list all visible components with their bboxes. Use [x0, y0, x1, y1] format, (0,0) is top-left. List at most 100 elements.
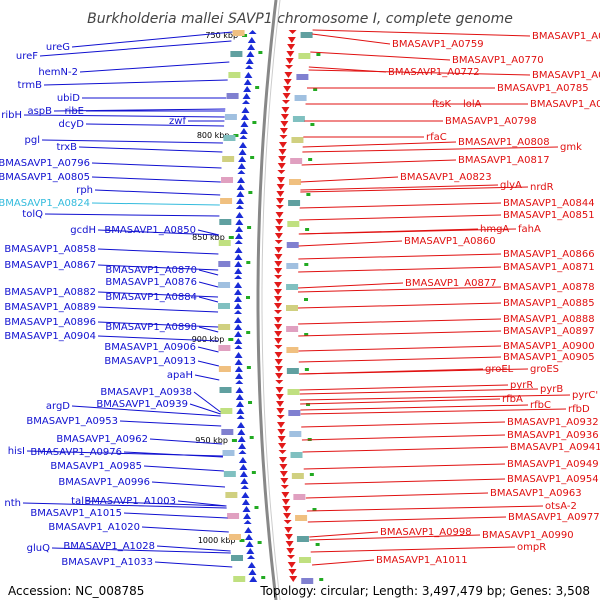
gene-label-pgl[interactable]: pgl: [25, 135, 40, 146]
gene-label-bmasavp1-a0877[interactable]: BMASAVP1_A0877: [405, 278, 497, 289]
gene-label-bmasavp1-a0878[interactable]: BMASAVP1_A0878: [503, 282, 595, 293]
gene-label-ubid[interactable]: ubiD: [57, 93, 80, 104]
gene-label-bmasavp1-a0906[interactable]: BMASAVP1_A0906: [104, 342, 196, 353]
gene-label-tal[interactable]: tal: [71, 496, 84, 507]
gene-label-bmasavp1-a0851[interactable]: BMASAVP1_A0851: [503, 210, 595, 221]
gene-label-bmasavp1-a0938[interactable]: BMASAVP1_A0938: [100, 387, 192, 398]
gene-label-bmasavp1-a1033[interactable]: BMASAVP1_A1033: [61, 557, 153, 568]
gene-label-zwf[interactable]: zwf: [169, 116, 186, 127]
gene-label-bmasavp1-a0870[interactable]: BMASAVP1_A0870: [105, 265, 197, 276]
gene-label-ureg[interactable]: ureG: [46, 42, 70, 53]
gene-label-bmasavp1-a0889[interactable]: BMASAVP1_A0889: [4, 302, 96, 313]
gene-label-gcdh[interactable]: gcdH: [70, 225, 96, 236]
gene-label-pyrc[interactable]: pyrC': [572, 390, 598, 401]
gene-label-bmasavp1-a0939[interactable]: BMASAVP1_A0939: [96, 399, 188, 410]
gene-label-bmasavp1-a0824[interactable]: BMASAVP1_A0824: [0, 198, 90, 209]
gene-label-bmasavp1-a0913[interactable]: BMASAVP1_A0913: [104, 356, 196, 367]
gene-label-ribe[interactable]: ribE: [64, 106, 84, 117]
gene-label-bmasavp1-a0796[interactable]: BMASAVP1_A0796: [0, 158, 90, 169]
gene-label-rfba[interactable]: rfbA: [502, 394, 523, 405]
gene-label-bmasavp1-a0808[interactable]: BMASAVP1_A0808: [458, 137, 550, 148]
gene-label-bmasavp1-a0759[interactable]: BMASAVP1_A0759: [392, 39, 484, 50]
gene-label-bmasavp1-a0770[interactable]: BMASAVP1_A0770: [452, 55, 544, 66]
gene-label-bmasavp1-a0884[interactable]: BMASAVP1_A0884: [105, 292, 197, 303]
gene-label-bmasavp1-a0844[interactable]: BMASAVP1_A0844: [503, 198, 595, 209]
gene-label-pyrr[interactable]: pyrR: [510, 380, 533, 391]
gene-label-rfbc[interactable]: rfbC: [530, 400, 551, 411]
gene-label-tolq[interactable]: tolQ: [22, 209, 43, 220]
gene-label-nth[interactable]: nth: [4, 498, 21, 509]
gene-label-gluq[interactable]: gluQ: [27, 543, 50, 554]
gene-label-bmasavp1-a0850[interactable]: BMASAVP1_A0850: [104, 225, 196, 236]
gene-label-bmasavp1-a0941[interactable]: BMASAVP1_A0941: [510, 442, 600, 453]
gene-label-bmasavp1-a1003[interactable]: BMASAVP1_A1003: [84, 496, 176, 507]
gene-label-bmasavp1-a0765[interactable]: BMASAVP1_A0765: [532, 31, 600, 42]
gene-label-otsa-2[interactable]: otsA-2: [545, 501, 577, 512]
gene-label-bmasavp1-a0953[interactable]: BMASAVP1_A0953: [26, 416, 118, 427]
gene-label-groes[interactable]: groES: [530, 364, 559, 375]
gene-label-hisi[interactable]: hisI: [8, 446, 25, 457]
gene-label-bmasavp1-a0954[interactable]: BMASAVP1_A0954: [507, 474, 599, 485]
gene-label-bmasavp1-a0990[interactable]: BMASAVP1_A0990: [482, 530, 574, 541]
gene-label-nrdr[interactable]: nrdR: [530, 182, 554, 193]
gene-label-trxb[interactable]: trxB: [56, 142, 77, 153]
gene-label-hmga[interactable]: hmgA: [480, 224, 509, 235]
gene-label-bmasavp1-a0963[interactable]: BMASAVP1_A0963: [490, 488, 582, 499]
gene-label-bmasavp1-a0896[interactable]: BMASAVP1_A0896: [4, 317, 96, 328]
gene-label-bmasavp1-a0976[interactable]: BMASAVP1_A0976: [30, 447, 122, 458]
gene-label-bmasavp1-a0871[interactable]: BMASAVP1_A0871: [503, 262, 595, 273]
gene-label-bmasavp1-a0858[interactable]: BMASAVP1_A0858: [4, 244, 96, 255]
gene-label-hemn-2[interactable]: hemN-2: [38, 67, 78, 78]
gene-label-dcyd[interactable]: dcyD: [59, 119, 85, 130]
gene-label-ompr[interactable]: ompR: [517, 542, 546, 553]
gene-label-bmasavp1-a0798[interactable]: BMASAVP1_A0798: [445, 116, 537, 127]
gene-label-bmasavp1-a0897[interactable]: BMASAVP1_A0897: [503, 326, 595, 337]
gene-label-uref[interactable]: ureF: [16, 51, 38, 62]
gene-label-glya[interactable]: glyA: [500, 180, 522, 191]
gene-label-bmasavp1-a0898[interactable]: BMASAVP1_A0898: [105, 322, 197, 333]
gene-label-bmasavp1-a1011[interactable]: BMASAVP1_A1011: [376, 555, 468, 566]
gene-label-bmasavp1-a0985[interactable]: BMASAVP1_A0985: [50, 461, 142, 472]
gene-label-rfbd[interactable]: rfbD: [568, 404, 590, 415]
gene-label-bmasavp1-a1020[interactable]: BMASAVP1_A1020: [48, 522, 140, 533]
gene-label-bmasavp1-a0962[interactable]: BMASAVP1_A0962: [56, 434, 148, 445]
gene-label-aspb[interactable]: aspB: [27, 106, 52, 117]
gene-label-lola[interactable]: lolA: [463, 99, 482, 110]
gene-label-apah[interactable]: apaH: [167, 370, 193, 381]
gene-label-ftsk[interactable]: ftsK: [432, 99, 451, 110]
gene-label-bmasavp1-a0932[interactable]: BMASAVP1_A0932: [507, 417, 599, 428]
gene-label-bmasavp1-a0792[interactable]: BMASAVP1_A0792: [530, 99, 600, 110]
gene-label-rfac[interactable]: rfaC: [426, 132, 447, 143]
gene-label-bmasavp1-a0781[interactable]: BMASAVP1_A0781: [532, 70, 600, 81]
gene-label-bmasavp1-a0882[interactable]: BMASAVP1_A0882: [4, 287, 96, 298]
gene-label-bmasavp1-a0860[interactable]: BMASAVP1_A0860: [404, 236, 496, 247]
gene-label-groel[interactable]: groEL: [485, 364, 514, 375]
gene-label-bmasavp1-a0876[interactable]: BMASAVP1_A0876: [105, 277, 197, 288]
gene-label-argd[interactable]: argD: [46, 401, 70, 412]
gene-label-bmasavp1-a0785[interactable]: BMASAVP1_A0785: [497, 83, 589, 94]
gene-label-pyrb[interactable]: pyrB: [540, 384, 563, 395]
gene-label-bmasavp1-a0823[interactable]: BMASAVP1_A0823: [400, 172, 492, 183]
gene-label-trmb[interactable]: trmB: [18, 80, 43, 91]
gene-label-bmasavp1-a0977[interactable]: BMASAVP1_A0977: [508, 512, 600, 523]
gene-label-ribh[interactable]: ribH: [1, 110, 22, 121]
gene-label-gmk[interactable]: gmk: [560, 142, 582, 153]
gene-label-bmasavp1-a0996[interactable]: BMASAVP1_A0996: [58, 477, 150, 488]
gene-label-bmasavp1-a0888[interactable]: BMASAVP1_A0888: [503, 314, 595, 325]
gene-label-bmasavp1-a0936[interactable]: BMASAVP1_A0936: [507, 430, 599, 441]
gene-label-bmasavp1-a0885[interactable]: BMASAVP1_A0885: [503, 298, 595, 309]
gene-label-bmasavp1-a0817[interactable]: BMASAVP1_A0817: [458, 155, 550, 166]
gene-label-bmasavp1-a0805[interactable]: BMASAVP1_A0805: [0, 172, 90, 183]
gene-label-bmasavp1-a0866[interactable]: BMASAVP1_A0866: [503, 249, 595, 260]
gene-label-rph[interactable]: rph: [76, 185, 93, 196]
gene-label-bmasavp1-a0867[interactable]: BMASAVP1_A0867: [4, 260, 96, 271]
gene-label-bmasavp1-a0900[interactable]: BMASAVP1_A0900: [503, 341, 595, 352]
gene-label-bmasavp1-a0949[interactable]: BMASAVP1_A0949: [507, 459, 599, 470]
gene-label-faha[interactable]: fahA: [518, 224, 541, 235]
gene-label-bmasavp1-a0904[interactable]: BMASAVP1_A0904: [4, 331, 96, 342]
gene-label-bmasavp1-a0772[interactable]: BMASAVP1_A0772: [388, 67, 480, 78]
gene-label-bmasavp1-a0998[interactable]: BMASAVP1_A0998: [380, 527, 472, 538]
gene-label-bmasavp1-a1028[interactable]: BMASAVP1_A1028: [63, 541, 155, 552]
gene-label-bmasavp1-a0905[interactable]: BMASAVP1_A0905: [503, 352, 595, 363]
gene-label-bmasavp1-a1015[interactable]: BMASAVP1_A1015: [30, 508, 122, 519]
